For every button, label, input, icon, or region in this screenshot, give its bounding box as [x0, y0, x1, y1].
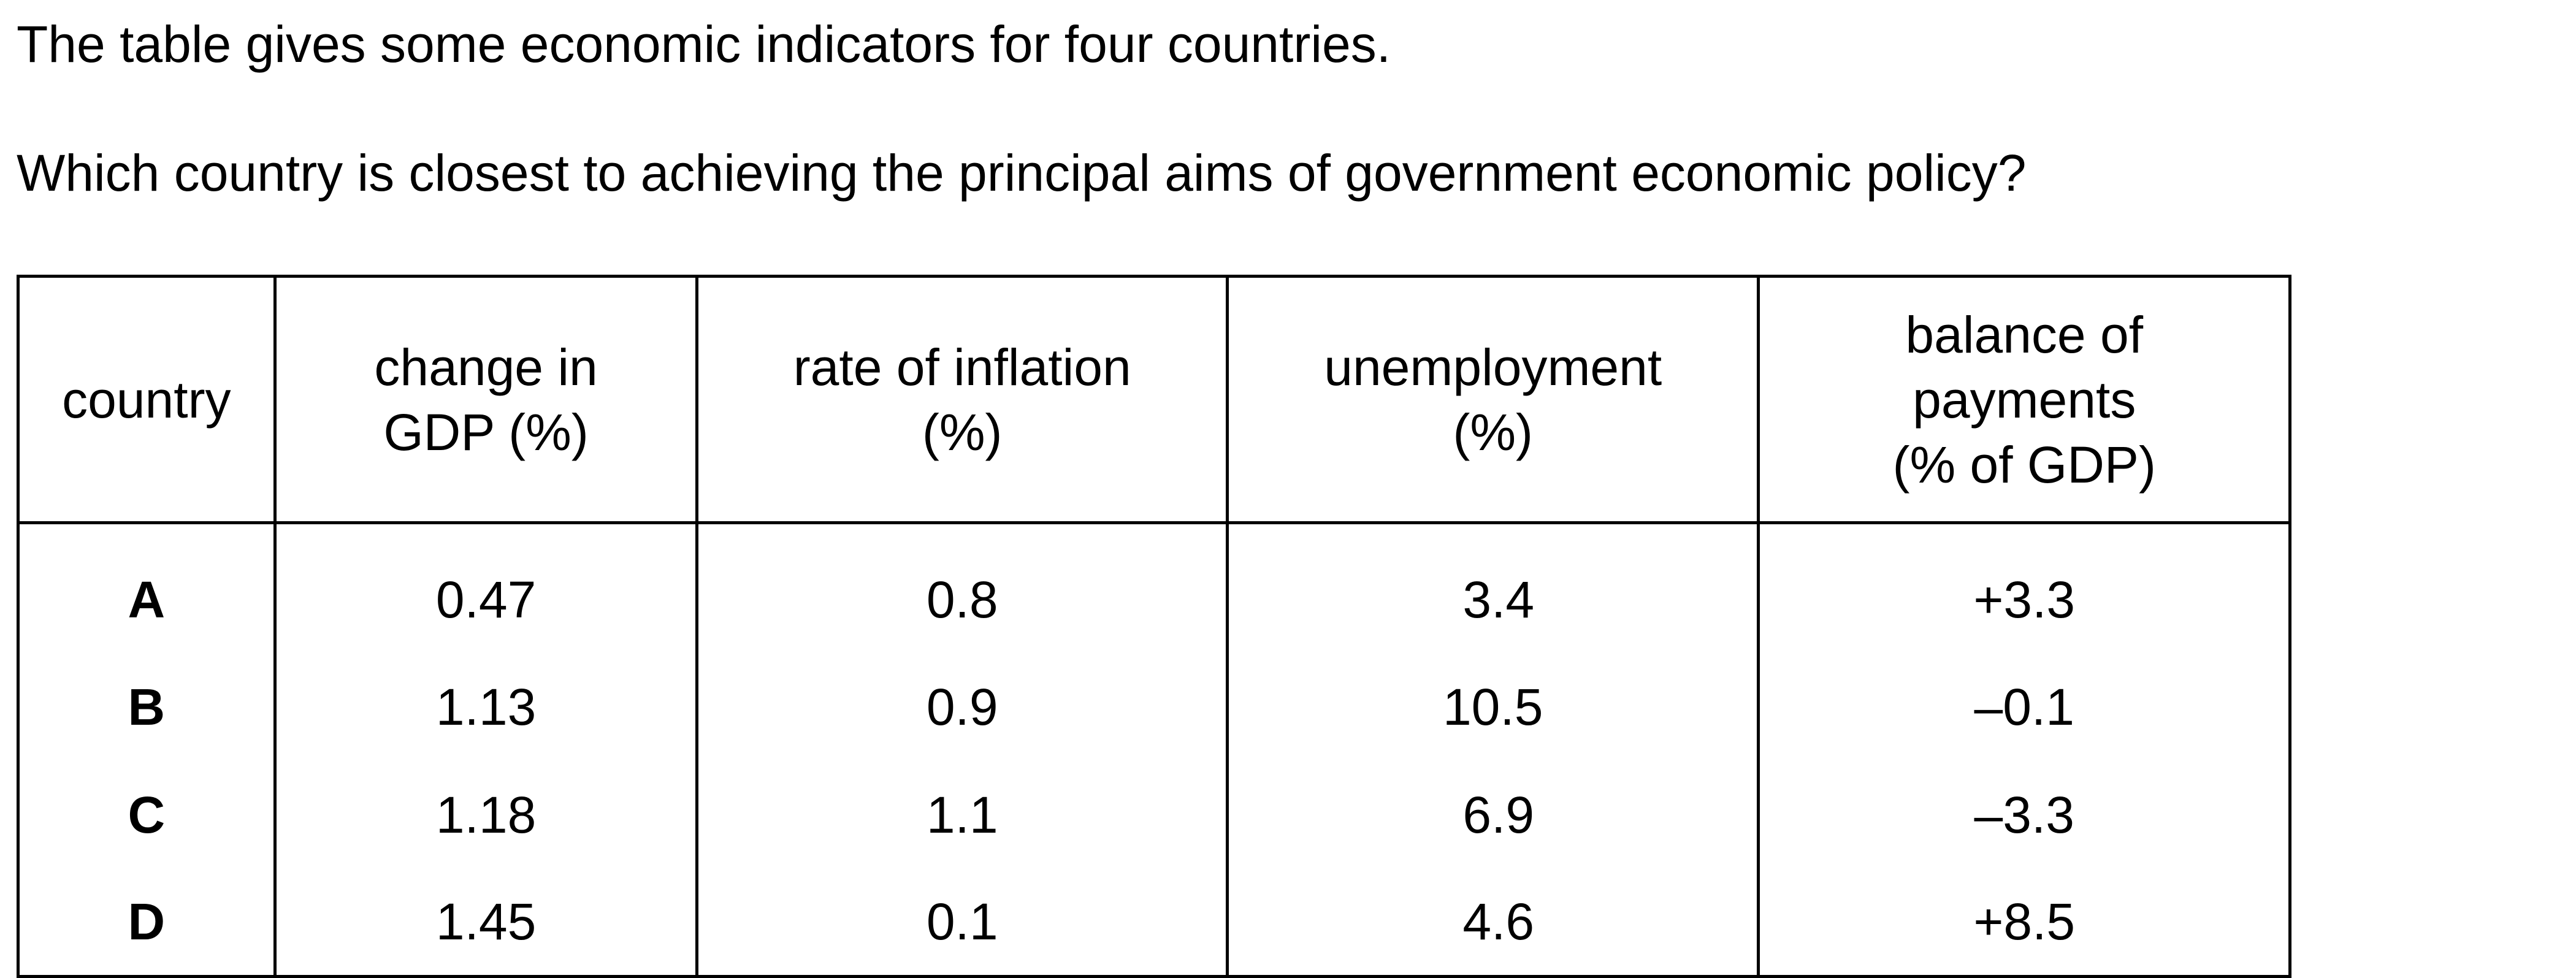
header-balance-line-1: balance of — [1905, 305, 2144, 364]
header-row: country change in GDP (%) rate of inflat… — [17, 275, 2291, 524]
header-balance-of-payments: balance of payments (% of GDP) — [1757, 275, 2291, 524]
inflation-cell: 0.8 — [695, 522, 1229, 653]
header-gdp-change: change in GDP (%) — [273, 275, 699, 524]
intro-text: The table gives some economic indicators… — [17, 15, 1391, 73]
gdp-change-cell: 1.18 — [273, 760, 699, 869]
header-unemployment: unemployment (%) — [1225, 275, 1760, 524]
header-country: country — [17, 275, 277, 524]
header-inflation: rate of inflation (%) — [695, 275, 1229, 524]
balance-of-payments-cell: +8.5 — [1757, 868, 2291, 977]
inflation-cell: 0.9 — [695, 652, 1229, 761]
economic-indicators-table: country change in GDP (%) rate of inflat… — [17, 275, 2291, 978]
gdp-change-cell: 1.45 — [273, 868, 699, 977]
header-gdp-change-line-1: change in — [374, 338, 598, 396]
country-cell: C — [17, 760, 277, 869]
header-gdp-change-line-2: GDP (%) — [383, 403, 589, 461]
gdp-change-cell: 0.47 — [273, 522, 699, 653]
question-text: Which country is closest to achieving th… — [17, 144, 2027, 202]
header-inflation-line-1: rate of inflation — [793, 338, 1131, 396]
header-balance-line-3: (% of GDP) — [1892, 435, 2156, 494]
header-unemployment-line-1: unemployment — [1324, 338, 1662, 396]
table-row-a: A 0.47 0.8 3.4 +3.3 — [17, 522, 2291, 653]
table-row-b: B 1.13 0.9 10.5 –0.1 — [17, 652, 2291, 761]
country-cell: A — [17, 522, 277, 653]
header-country-line: country — [62, 370, 231, 429]
country-cell: D — [17, 868, 277, 977]
unemployment-cell: 4.6 — [1225, 868, 1760, 977]
gdp-change-cell: 1.13 — [273, 652, 699, 761]
balance-of-payments-cell: +3.3 — [1757, 522, 2291, 653]
inflation-cell: 0.1 — [695, 868, 1229, 977]
table-row-c: C 1.18 1.1 6.9 –3.3 — [17, 760, 2291, 869]
inflation-cell: 1.1 — [695, 760, 1229, 869]
country-cell: B — [17, 652, 277, 761]
header-unemployment-line-2: (%) — [1453, 403, 1534, 461]
header-balance-line-2: payments — [1913, 370, 2136, 429]
header-inflation-line-2: (%) — [922, 403, 1003, 461]
unemployment-cell: 10.5 — [1225, 652, 1760, 761]
unemployment-cell: 6.9 — [1225, 760, 1760, 869]
balance-of-payments-cell: –3.3 — [1757, 760, 2291, 869]
table-row-d: D 1.45 0.1 4.6 +8.5 — [17, 868, 2291, 977]
balance-of-payments-cell: –0.1 — [1757, 652, 2291, 761]
unemployment-cell: 3.4 — [1225, 522, 1760, 653]
